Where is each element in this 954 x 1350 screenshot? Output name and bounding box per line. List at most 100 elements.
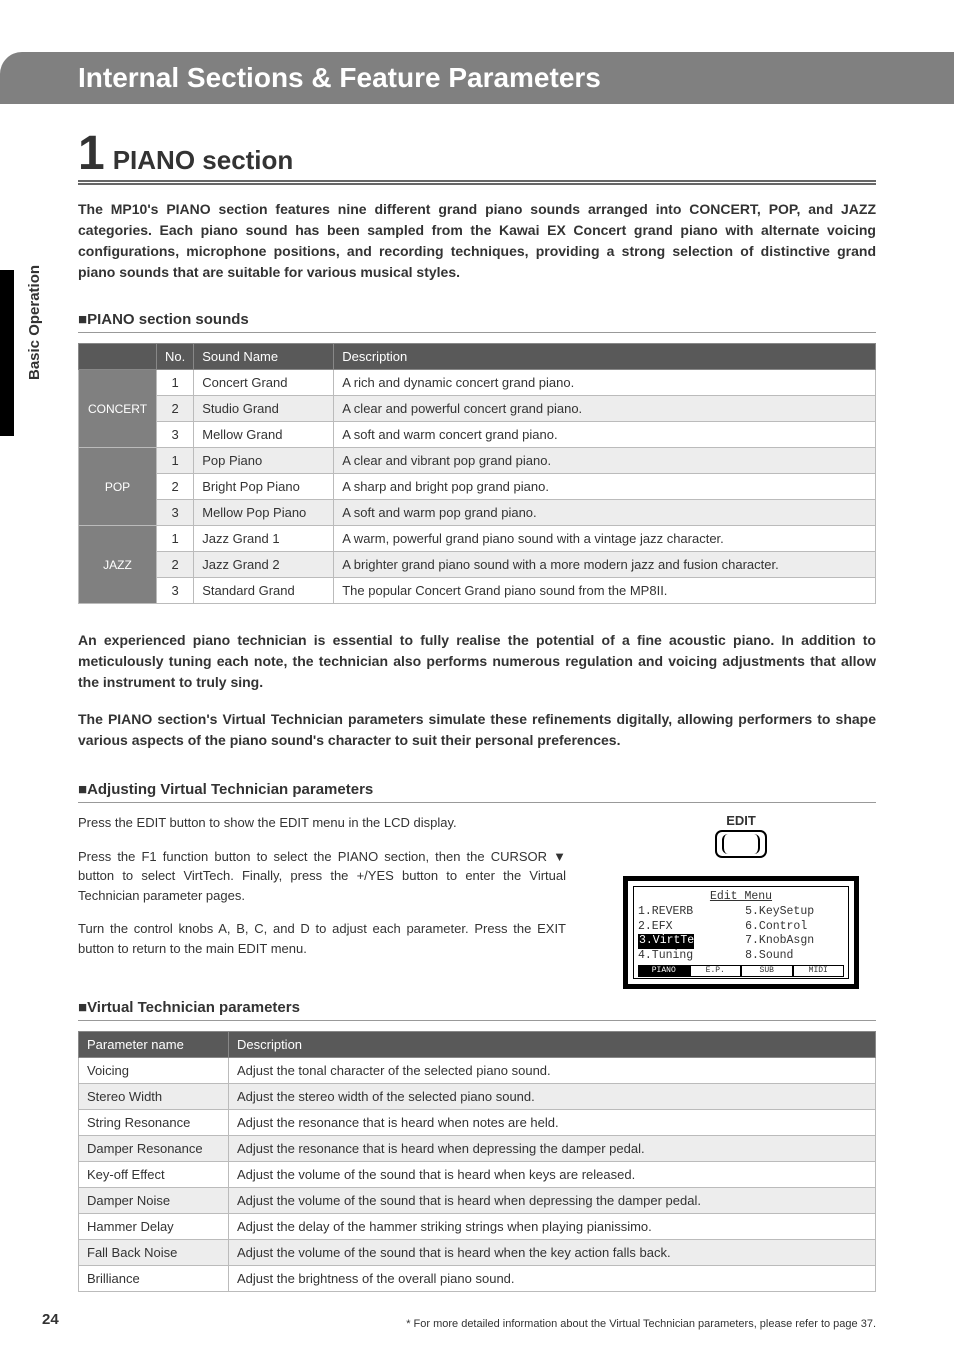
mid-paragraph-2: The PIANO section's Virtual Technician p… xyxy=(78,709,876,751)
row-number: 1 xyxy=(157,448,194,474)
sound-desc-cell: A clear and powerful concert grand piano… xyxy=(334,396,876,422)
page-content: 1 PIANO section The MP10's PIANO section… xyxy=(0,130,954,1330)
sound-desc-cell: A clear and vibrant pop grand piano. xyxy=(334,448,876,474)
sound-name-cell: Studio Grand xyxy=(194,396,334,422)
row-number: 3 xyxy=(157,578,194,604)
category-cell: JAZZ xyxy=(79,526,157,604)
table-row: 3Standard GrandThe popular Concert Grand… xyxy=(79,578,876,604)
sounds-header-row: No. Sound Name Description xyxy=(79,344,876,370)
adjust-steps: Press the EDIT button to show the EDIT m… xyxy=(78,813,566,989)
sounds-table: No. Sound Name Description CONCERT1Conce… xyxy=(78,343,876,604)
sound-name-cell: Jazz Grand 1 xyxy=(194,526,334,552)
vt-param-desc: Adjust the volume of the sound that is h… xyxy=(229,1161,876,1187)
row-number: 2 xyxy=(157,474,194,500)
vt-param-desc: Adjust the tonal character of the select… xyxy=(229,1057,876,1083)
adjust-subheading-text: Adjusting Virtual Technician parameters xyxy=(87,781,373,798)
side-tab-marker xyxy=(0,270,14,436)
lcd-menu-row: 2.EFX6.Control xyxy=(638,920,844,934)
sound-name-cell: Standard Grand xyxy=(194,578,334,604)
sounds-subheading-text: PIANO section sounds xyxy=(87,311,249,328)
step-1: Press the EDIT button to show the EDIT m… xyxy=(78,813,566,833)
vt-param-name: String Resonance xyxy=(79,1109,229,1135)
section-name: PIANO section xyxy=(113,145,294,176)
sounds-header-no: No. xyxy=(157,344,194,370)
lcd-menu-row: 3.VirtTech7.KnobAsgn xyxy=(638,934,844,948)
row-number: 3 xyxy=(157,422,194,448)
vt-param-desc: Adjust the delay of the hammer striking … xyxy=(229,1213,876,1239)
lcd-menu-right: 6.Control xyxy=(745,920,807,934)
sound-name-cell: Bright Pop Piano xyxy=(194,474,334,500)
vt-param-name: Fall Back Noise xyxy=(79,1239,229,1265)
sound-name-cell: Pop Piano xyxy=(194,448,334,474)
category-cell: CONCERT xyxy=(79,370,157,448)
sound-desc-cell: A soft and warm pop grand piano. xyxy=(334,500,876,526)
vt-param-name: Damper Noise xyxy=(79,1187,229,1213)
vt-param-name: Hammer Delay xyxy=(79,1213,229,1239)
lcd-menu-row: 1.REVERB5.KeySetup xyxy=(638,905,844,919)
row-number: 2 xyxy=(157,552,194,578)
sound-name-cell: Concert Grand xyxy=(194,370,334,396)
sound-desc-cell: A brighter grand piano sound with a more… xyxy=(334,552,876,578)
vt-param-name: Damper Resonance xyxy=(79,1135,229,1161)
table-row: 2Bright Pop PianoA sharp and bright pop … xyxy=(79,474,876,500)
lcd-tab: E.P. xyxy=(690,965,742,977)
vt-subheading-text: Virtual Technician parameters xyxy=(87,999,300,1016)
sounds-header-desc: Description xyxy=(334,344,876,370)
table-row: Damper NoiseAdjust the volume of the sou… xyxy=(79,1187,876,1213)
vt-header-row: Parameter name Description xyxy=(79,1031,876,1057)
edit-button-outline xyxy=(715,830,767,858)
row-number: 1 xyxy=(157,526,194,552)
table-row: Key-off EffectAdjust the volume of the s… xyxy=(79,1161,876,1187)
sound-name-cell: Jazz Grand 2 xyxy=(194,552,334,578)
lcd-tabs: PIANOE.P.SUBMIDI xyxy=(638,965,844,977)
row-number: 1 xyxy=(157,370,194,396)
adjust-graphics: EDIT Edit Menu 1.REVERB5.KeySetup2.EFX6.… xyxy=(606,813,876,989)
category-cell: POP xyxy=(79,448,157,526)
sound-desc-cell: A soft and warm concert grand piano. xyxy=(334,422,876,448)
side-section-label: Basic Operation xyxy=(26,265,43,380)
paren-right-icon xyxy=(754,834,760,854)
lcd-menu-left: 2.EFX xyxy=(638,920,745,934)
table-row: CONCERT1Concert GrandA rich and dynamic … xyxy=(79,370,876,396)
mid-paragraph-1: An experienced piano technician is essen… xyxy=(78,630,876,693)
table-row: Fall Back NoiseAdjust the volume of the … xyxy=(79,1239,876,1265)
vt-param-name: Voicing xyxy=(79,1057,229,1083)
row-number: 2 xyxy=(157,396,194,422)
vt-param-name: Brilliance xyxy=(79,1265,229,1291)
vt-param-name: Stereo Width xyxy=(79,1083,229,1109)
table-row: Damper ResonanceAdjust the resonance tha… xyxy=(79,1135,876,1161)
vt-table: Parameter name Description VoicingAdjust… xyxy=(78,1031,876,1292)
lcd-menu-left: 3.VirtTech xyxy=(638,934,745,948)
table-row: 2Studio GrandA clear and powerful concer… xyxy=(79,396,876,422)
lcd-menu-left: 4.Tuning xyxy=(638,949,745,963)
vt-param-desc: Adjust the resonance that is heard when … xyxy=(229,1109,876,1135)
footnote: * For more detailed information about th… xyxy=(78,1318,876,1330)
page-number: 24 xyxy=(42,1311,59,1328)
page-header-banner: Internal Sections & Feature Parameters xyxy=(0,52,954,104)
vt-subheading: ■Virtual Technician parameters xyxy=(78,999,876,1021)
table-row: VoicingAdjust the tonal character of the… xyxy=(79,1057,876,1083)
section-number: 1 xyxy=(78,130,105,178)
table-row: Stereo WidthAdjust the stereo width of t… xyxy=(79,1083,876,1109)
lcd-title: Edit Menu xyxy=(638,890,844,904)
table-row: JAZZ1Jazz Grand 1A warm, powerful grand … xyxy=(79,526,876,552)
lcd-tab: PIANO xyxy=(638,965,690,977)
step-3: Turn the control knobs A, B, C, and D to… xyxy=(78,919,566,958)
sounds-subheading: ■PIANO section sounds xyxy=(78,311,876,333)
lcd-menu-right: 7.KnobAsgn xyxy=(745,934,814,948)
table-row: 3Mellow GrandA soft and warm concert gra… xyxy=(79,422,876,448)
vt-param-desc: Adjust the volume of the sound that is h… xyxy=(229,1239,876,1265)
lcd-menu-row: 4.Tuning8.Sound xyxy=(638,949,844,963)
vt-param-desc: Adjust the brightness of the overall pia… xyxy=(229,1265,876,1291)
vt-param-desc: Adjust the volume of the sound that is h… xyxy=(229,1187,876,1213)
adjust-subheading: ■Adjusting Virtual Technician parameters xyxy=(78,781,876,803)
vt-param-desc: Adjust the stereo width of the selected … xyxy=(229,1083,876,1109)
row-number: 3 xyxy=(157,500,194,526)
section-title: 1 PIANO section xyxy=(78,130,876,185)
sounds-header-blank xyxy=(79,344,157,370)
lcd-tab: MIDI xyxy=(793,965,845,977)
table-row: 2Jazz Grand 2A brighter grand piano soun… xyxy=(79,552,876,578)
step-2: Press the F1 function button to select t… xyxy=(78,847,566,906)
table-row: 3Mellow Pop PianoA soft and warm pop gra… xyxy=(79,500,876,526)
lcd-inner: Edit Menu 1.REVERB5.KeySetup2.EFX6.Contr… xyxy=(633,886,849,979)
